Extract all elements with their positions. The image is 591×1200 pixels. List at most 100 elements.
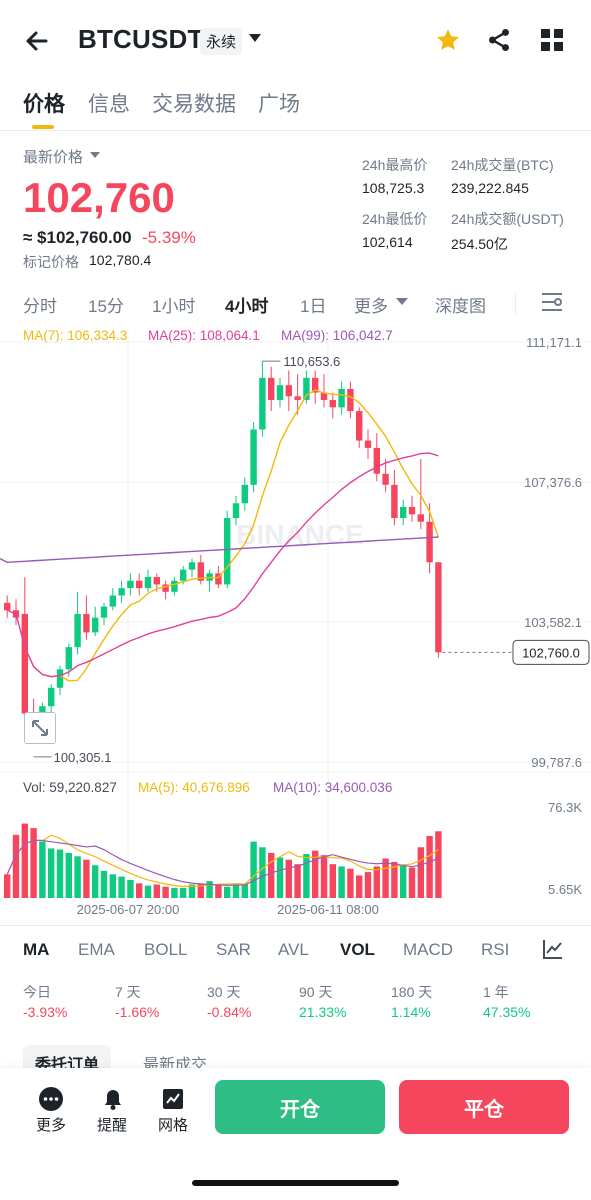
volume-bar xyxy=(320,855,328,898)
tab-trading-data[interactable]: 交易数据 xyxy=(152,93,236,116)
candle-body xyxy=(250,429,257,485)
last-price-label: 102,760.0 xyxy=(522,645,580,660)
ind-sar[interactable]: SAR xyxy=(216,940,251,959)
volume-bar xyxy=(215,884,222,898)
volume-usdt-label: 24h成交额(USDT) xyxy=(451,211,564,227)
volume-bar xyxy=(250,841,257,898)
chart-settings-button[interactable] xyxy=(540,291,564,318)
volume-bar xyxy=(347,868,354,898)
candle-body xyxy=(364,440,372,448)
symbol-dropdown-icon[interactable] xyxy=(249,34,261,42)
candle-body xyxy=(356,411,363,441)
candle-body xyxy=(276,385,284,400)
candle-body xyxy=(408,506,416,515)
divider xyxy=(0,925,591,926)
volume-bar xyxy=(4,874,11,898)
tf-more[interactable]: 更多 xyxy=(354,297,388,316)
tf-15m[interactable]: 15分 xyxy=(88,297,124,316)
candle-body xyxy=(162,584,169,592)
high-annotation: 110,653.6 xyxy=(283,354,340,369)
open-position-button[interactable]: 开仓 xyxy=(215,1080,385,1134)
favorite-star-button[interactable] xyxy=(435,27,461,58)
volume-bar xyxy=(197,883,204,898)
last-price-box xyxy=(512,639,590,665)
ind-rsi[interactable]: RSI xyxy=(481,940,510,959)
volume-bar xyxy=(382,858,389,898)
candle-body xyxy=(400,506,407,519)
chart-zoom-icon[interactable] xyxy=(24,712,56,744)
share-button[interactable] xyxy=(486,27,512,58)
tab-info[interactable]: 信息 xyxy=(88,93,130,116)
caret-down-icon xyxy=(90,152,100,158)
star-icon xyxy=(437,29,459,50)
tab-price[interactable]: 价格 xyxy=(23,93,65,116)
ma7-legend: MA(7): 106,334.3 xyxy=(23,328,128,343)
vol-ma5-legend: MA(5): 40,676.896 xyxy=(138,780,250,795)
indicator-settings-button[interactable] xyxy=(542,938,564,965)
candle-body xyxy=(303,377,310,400)
volume-bar xyxy=(12,834,20,898)
volume-bar xyxy=(435,831,442,898)
tab-square[interactable]: 广场 xyxy=(258,93,300,116)
volume-bar xyxy=(39,841,46,898)
price-change: -5.39% xyxy=(142,228,196,247)
ma25-legend: MA(25): 108,064.1 xyxy=(148,328,260,343)
volume-bar xyxy=(56,849,64,898)
ind-macd[interactable]: MACD xyxy=(403,940,454,959)
volume-bar xyxy=(153,884,160,898)
volume-bar xyxy=(144,885,152,898)
perf-value: -0.84% xyxy=(207,1004,252,1020)
candle-body xyxy=(56,669,64,688)
candle-body xyxy=(285,385,292,397)
high-24h-label: 24h最高价 xyxy=(362,157,428,173)
volume-bar xyxy=(259,847,266,898)
candle-body xyxy=(329,399,336,408)
candle-body xyxy=(92,617,99,633)
ma7-line xyxy=(24,389,440,682)
low-annotation: 100,305.1 xyxy=(54,750,112,765)
volume-bar xyxy=(241,884,248,898)
close-position-button[interactable]: 平仓 xyxy=(399,1080,569,1134)
grid-bot-button[interactable] xyxy=(160,1086,190,1116)
volume-bar xyxy=(118,876,125,898)
low-24h-label: 24h最低价 xyxy=(362,211,428,227)
candlestick-chart[interactable]: BINANCE111,171.1107,376.6103,582.199,787… xyxy=(0,322,591,920)
tf-1d[interactable]: 1日 xyxy=(300,297,327,316)
usd-equivalent: ≈ $102,760.00 xyxy=(23,228,132,247)
tf-line[interactable]: 分时 xyxy=(23,297,57,316)
alert-button[interactable] xyxy=(100,1086,130,1116)
volume-bar xyxy=(285,859,292,898)
high-24h-value: 108,725.3 xyxy=(362,180,425,196)
tf-4h[interactable]: 4小时 xyxy=(225,297,269,316)
layout-grid-button[interactable] xyxy=(540,28,564,57)
perf-label: 今日 xyxy=(23,984,51,1000)
ma25-line xyxy=(6,452,439,678)
back-button[interactable] xyxy=(22,26,52,56)
ind-ema[interactable]: EMA xyxy=(78,940,115,959)
volume-bar xyxy=(109,874,116,898)
tf-1h[interactable]: 1小时 xyxy=(152,297,196,316)
candle-body xyxy=(153,577,160,585)
volume-bar xyxy=(232,883,240,898)
perf-value: 21.33% xyxy=(299,1004,347,1020)
perf-value: 47.35% xyxy=(483,1004,531,1020)
perf-value: 1.14% xyxy=(391,1004,431,1020)
ind-boll[interactable]: BOLL xyxy=(144,940,188,959)
symbol-title[interactable]: BTCUSDT xyxy=(78,24,204,54)
settings-sliders-icon xyxy=(542,293,562,311)
ind-avl[interactable]: AVL xyxy=(278,940,309,959)
grid-chart-icon xyxy=(163,1089,183,1109)
volume-bar xyxy=(373,866,380,898)
volume-bar xyxy=(206,881,213,898)
candle-body xyxy=(83,613,90,633)
last-price-label[interactable]: 最新价格 xyxy=(23,149,84,166)
vol-axis-label: 76.3K xyxy=(548,800,582,815)
more-button[interactable] xyxy=(38,1086,68,1116)
volume-bar xyxy=(83,859,90,898)
ind-ma[interactable]: MA xyxy=(23,940,50,959)
volume-bar xyxy=(356,875,363,898)
tf-depth[interactable]: 深度图 xyxy=(435,297,486,316)
ma99-line xyxy=(0,536,439,564)
ind-vol[interactable]: VOL xyxy=(340,940,375,959)
tf-divider xyxy=(515,292,516,314)
